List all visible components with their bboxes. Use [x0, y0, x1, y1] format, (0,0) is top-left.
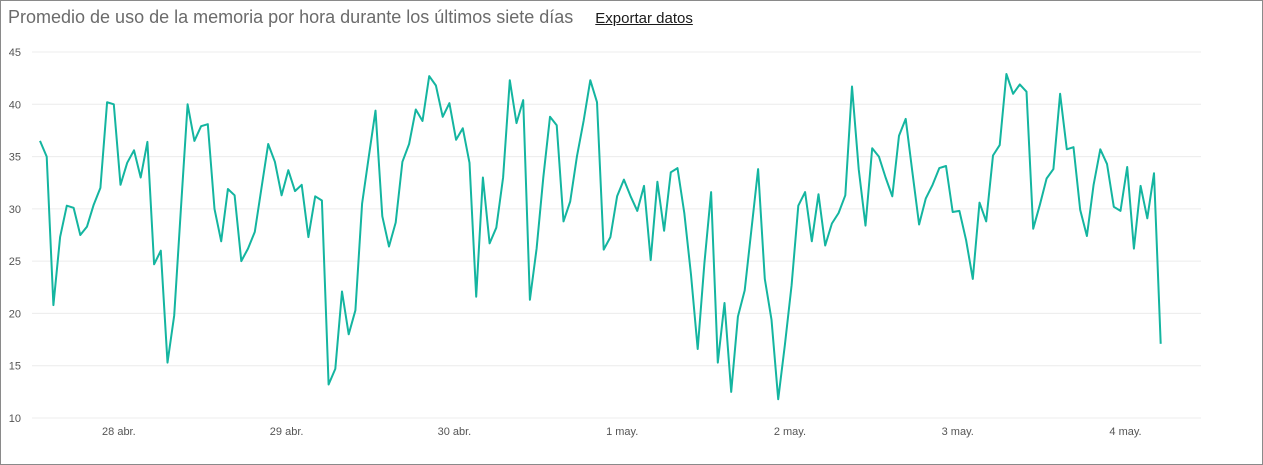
series-line-0: [39, 73, 1162, 401]
x-tick-label-6: 4 may.: [1109, 426, 1141, 438]
x-tick-label-0: 28 abr.: [102, 426, 136, 438]
x-tick-label-2: 30 abr.: [438, 426, 472, 438]
x-tick-label-4: 2 may.: [774, 426, 806, 438]
y-tick-label-10: 10: [9, 413, 21, 425]
x-tick-label-3: 1 may.: [606, 426, 638, 438]
chart-header: Promedio de uso de la memoria por hora d…: [8, 7, 693, 28]
y-tick-label-25: 25: [9, 256, 21, 268]
x-tick-label-5: 3 may.: [942, 426, 974, 438]
x-tick-label-1: 29 abr.: [270, 426, 304, 438]
y-tick-label-35: 35: [9, 152, 21, 164]
y-tick-label-15: 15: [9, 361, 21, 373]
chart-title: Promedio de uso de la memoria por hora d…: [8, 7, 574, 27]
y-tick-label-40: 40: [9, 99, 21, 111]
y-tick-label-45: 45: [9, 47, 21, 59]
export-data-link[interactable]: Exportar datos: [595, 10, 693, 27]
y-tick-label-20: 20: [9, 308, 21, 320]
y-tick-label-30: 30: [9, 204, 21, 216]
